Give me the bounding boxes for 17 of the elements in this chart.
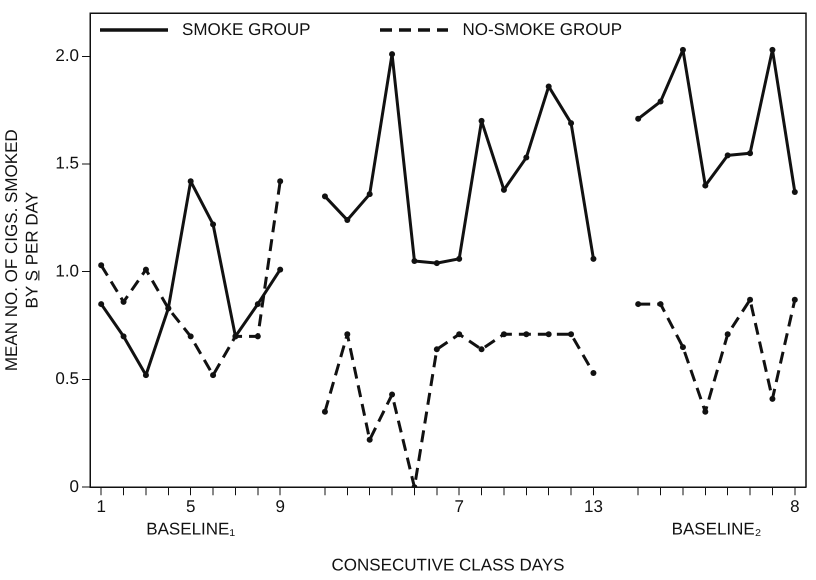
x-tick-label: 7 <box>454 497 464 516</box>
y-tick-label: 0.5 <box>55 369 79 388</box>
y-axis-title: MEAN NO. OF CIGS. SMOKED BY S̲ PER DAY <box>2 129 42 372</box>
text: BASELINE₂ <box>672 519 762 538</box>
x-axis-title: CONSECUTIVE CLASS DAYS <box>331 555 565 574</box>
x-tick-label: 5 <box>186 497 196 516</box>
legend-label: SMOKE GROUP <box>182 20 310 40</box>
y-tick-label: 1.0 <box>55 261 79 280</box>
text: BASELINE₁ <box>146 519 236 538</box>
x-tick-label: 13 <box>584 497 603 516</box>
y-tick-label: 0 <box>70 476 79 496</box>
y-tick-label: 2.0 <box>55 46 79 65</box>
x-tick-label: 1 <box>96 497 106 516</box>
legend-label: NO-SMOKE GROUP <box>462 20 622 40</box>
x-tick-label: 8 <box>790 497 800 516</box>
y-tick-label: 1.5 <box>55 154 79 173</box>
x-tick-label: 9 <box>275 497 285 516</box>
